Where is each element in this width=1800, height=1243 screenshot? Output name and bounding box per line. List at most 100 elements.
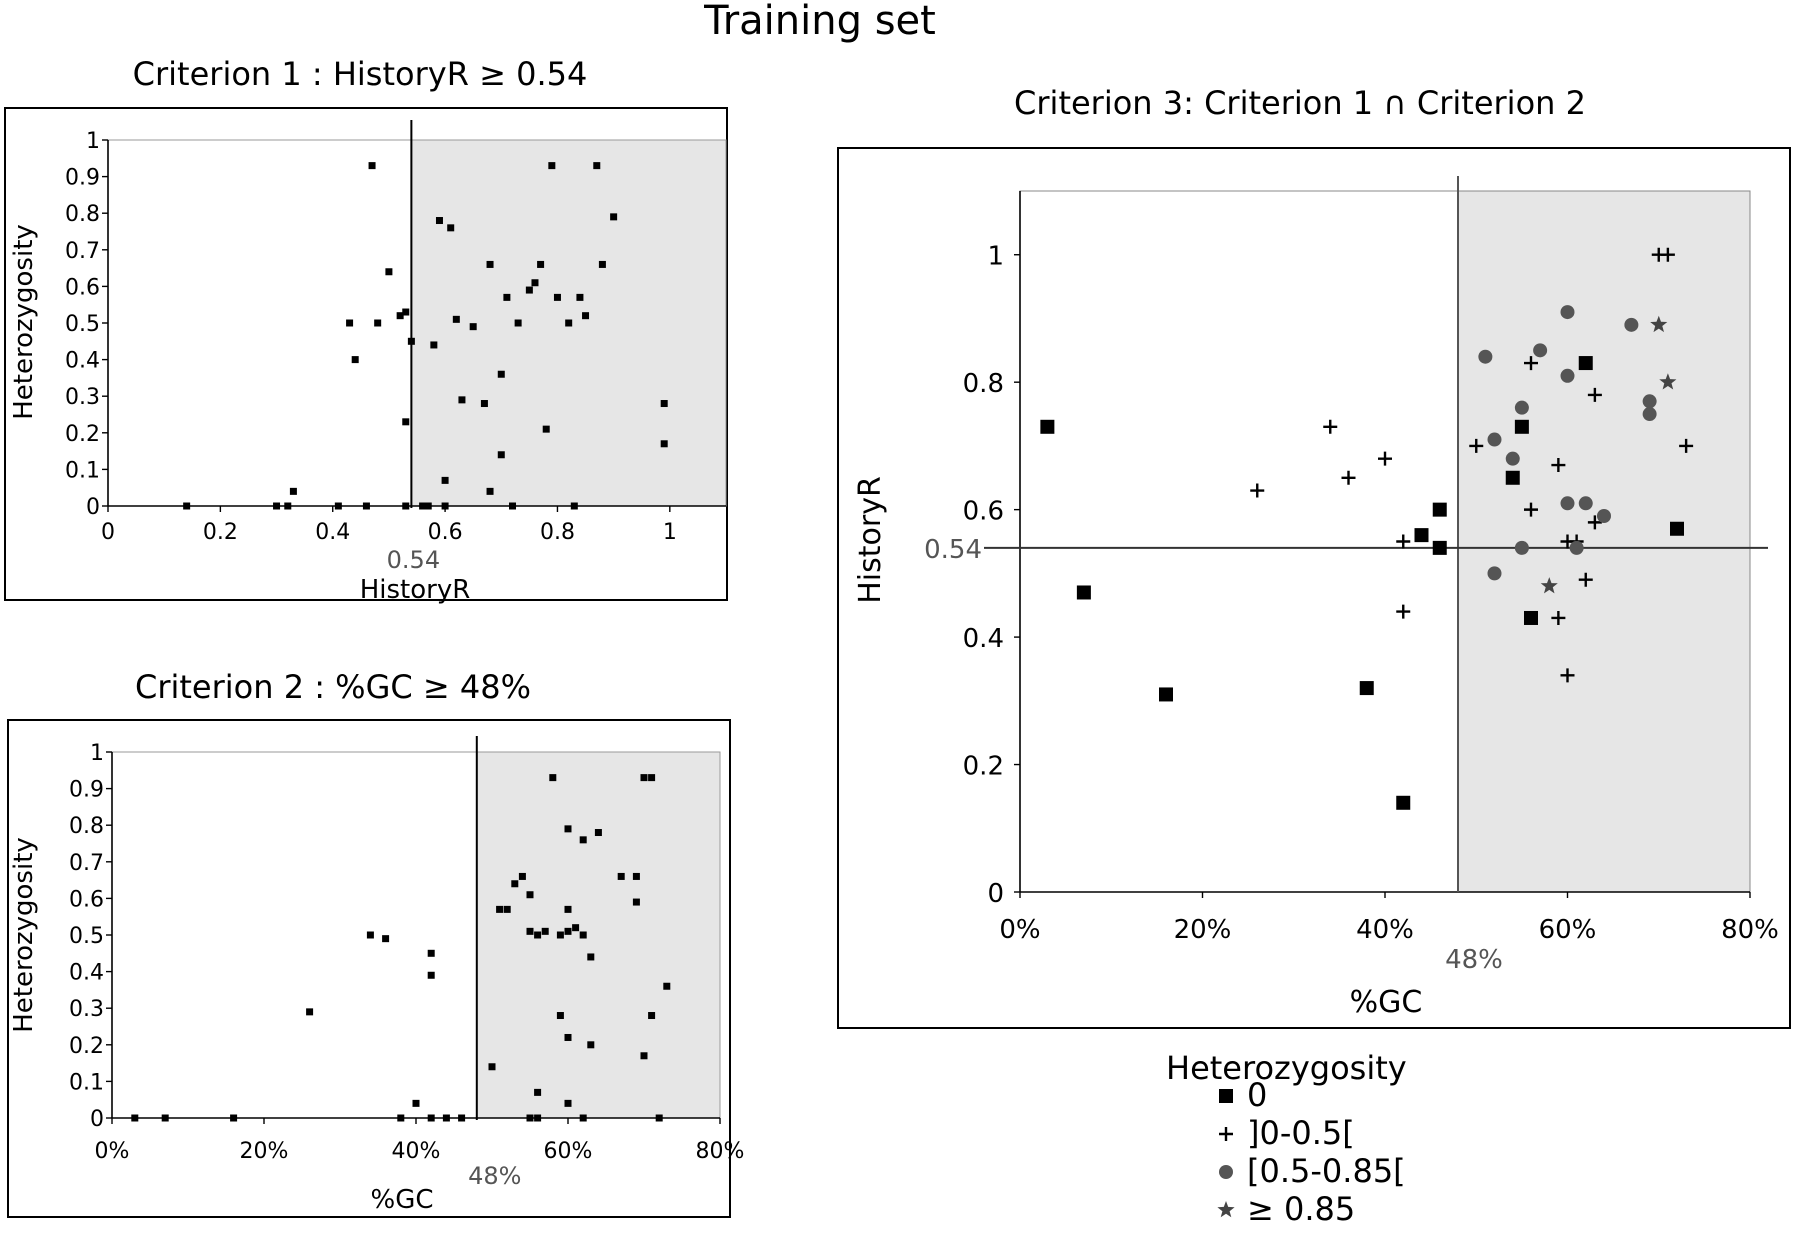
data-point-square [564,927,572,935]
data-point-circle [1505,451,1520,466]
data-point-square [548,162,556,170]
data-point-plus [1560,668,1575,683]
data-point-plus [1250,483,1265,498]
data-point-square [469,323,477,331]
data-point-square [1505,470,1520,485]
legend-item-label: [0.5-0.85[ [1247,1152,1406,1190]
data-point-square [402,308,410,316]
data-point-square [131,1114,139,1122]
x-tick-label: 0.8 [540,520,575,545]
shaded-region [1457,190,1751,893]
data-point-circle [1642,407,1657,422]
data-point-square [397,1114,405,1122]
chart-frame [837,147,1791,1029]
data-point-plus [1219,1127,1233,1141]
data-point-square [427,971,435,979]
data-point-circle [1569,540,1584,555]
data-point-square [458,396,466,404]
data-point-plus [1551,610,1566,625]
data-point-square [496,905,504,913]
data-point-square [593,162,601,170]
data-point-square [648,1012,656,1020]
data-point-square [526,927,534,935]
y-tick-label: 0.3 [69,997,104,1022]
data-point-square [518,872,526,880]
data-point-square [497,370,505,378]
data-point-square [230,1114,238,1122]
data-point-square [587,1041,595,1049]
y-tick-label: 0.5 [69,924,104,949]
y-tick-label: 0.7 [69,851,104,876]
x-tick-label: 60% [544,1139,593,1164]
data-point-plus [1323,419,1338,434]
data-point-square [419,502,427,510]
data-point-square [427,1114,435,1122]
x-tick-label: 20% [1174,915,1232,945]
data-point-square [1524,610,1538,625]
data-point-plus [1551,458,1566,473]
data-point-square [1432,502,1447,517]
y-tick-label: 1 [86,129,100,154]
data-point-star [1650,315,1668,333]
data-point-square [564,1033,572,1041]
data-point-square [1159,687,1173,702]
data-point-square [640,774,648,782]
data-point-square [351,356,359,364]
plot-area: 0% 20% 40% 60% 80% 0 0.2 0.4 0.6 0.8 1 48% 0.54 [924,176,1779,975]
data-point-square [346,319,354,327]
x-tick-label: 40% [1356,915,1414,945]
chart-title: Criterion 3: Criterion 1 ∩ Criterion 2 [1014,84,1586,122]
x-tick-label: 80% [1721,915,1779,945]
data-point-square [441,502,449,510]
data-point-square [564,905,572,913]
data-point-square [430,341,438,349]
threshold-label: 48% [468,1162,521,1190]
y-tick-label: 0.4 [65,349,100,374]
chart-criterion-3: Criterion 3: Criterion 1 ∩ Criterion 2 0… [837,84,1791,1029]
data-point-square [1432,540,1447,555]
x-axis-label: %GC [370,1185,433,1215]
data-point-circle [1478,349,1493,364]
data-point-circle [1642,394,1657,409]
y-tick-label: 0.5 [65,312,100,337]
x-tick-label: 0% [999,915,1040,945]
y-tick-label: 0.2 [65,422,100,447]
data-point-square [648,774,656,782]
data-point-square [1578,356,1593,371]
data-point-square [598,260,606,268]
data-point-square [663,982,671,990]
data-point-square [610,213,618,221]
data-point-square [632,898,640,906]
data-point-square [565,319,573,327]
data-point-square [1219,1089,1233,1103]
legend: Heterozygosity 0]0-0.5[[0.5-0.85[≥ 0.85 [1166,1049,1407,1228]
data-point-square [427,949,435,957]
data-point-square [402,502,410,510]
data-point-square [503,905,511,913]
data-point-square [525,286,533,294]
data-point-square [362,502,370,510]
data-point-square [549,774,557,782]
data-point-square [579,1114,587,1122]
data-point-square [1396,795,1411,810]
y-tick-label: 1 [987,242,1004,272]
data-point-plus [1341,470,1356,485]
data-point-circle [1514,400,1529,415]
data-point-square [435,217,443,225]
data-point-plus [1578,572,1593,587]
data-point-square [289,487,297,495]
data-point-square [556,1012,564,1020]
data-point-plus [1524,356,1538,371]
data-point-star [1659,373,1677,390]
y-tick-label: 0.2 [69,1034,104,1059]
data-point-plus [1679,438,1694,453]
data-point-star [1217,1201,1235,1218]
data-point-square [556,931,564,939]
data-point-square [570,502,578,510]
y-tick-label: 0.2 [963,752,1004,782]
y-tick-label: 1 [90,741,104,766]
data-point-square [537,260,545,268]
data-point-square [541,927,549,935]
y-tick-label: 0.1 [65,458,100,483]
data-point-plus [1469,438,1484,453]
